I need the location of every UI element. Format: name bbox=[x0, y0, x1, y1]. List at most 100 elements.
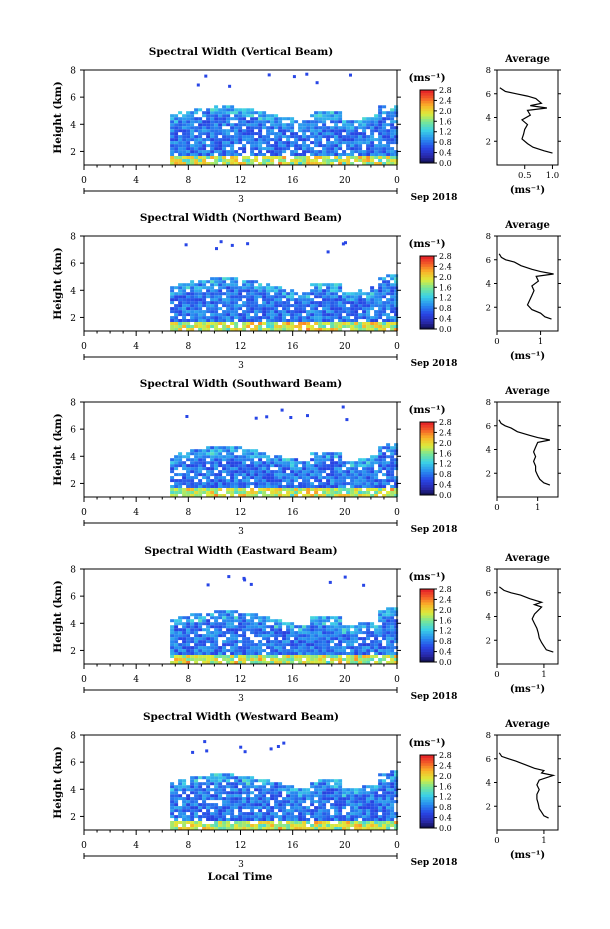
heatmap-cell bbox=[390, 162, 395, 165]
heatmap-cell bbox=[358, 295, 363, 299]
heatmap-cell bbox=[282, 488, 287, 491]
colorbar-segment bbox=[420, 591, 434, 595]
heatmap-cell bbox=[354, 788, 359, 792]
heatmap-cell bbox=[178, 129, 183, 133]
heatmap-cell bbox=[250, 631, 255, 635]
colorbar-segment bbox=[420, 461, 434, 465]
heatmap-cell bbox=[198, 141, 203, 145]
heatmap-cell bbox=[270, 658, 275, 661]
heatmap-cell bbox=[310, 488, 315, 491]
heatmap-cell bbox=[206, 634, 211, 638]
heatmap-cell bbox=[318, 622, 323, 626]
heatmap-cell bbox=[246, 129, 251, 133]
heatmap-cell bbox=[286, 803, 291, 807]
heatmap-cell bbox=[258, 322, 263, 325]
heatmap-cell bbox=[334, 485, 339, 488]
heatmap-cell bbox=[334, 286, 339, 290]
heatmap-cell bbox=[298, 488, 303, 491]
colorbar-segment bbox=[420, 804, 434, 808]
heatmap-cell bbox=[350, 129, 355, 133]
heatmap-cell bbox=[266, 286, 271, 290]
heatmap-cell bbox=[202, 298, 207, 302]
heatmap-cell bbox=[298, 824, 303, 827]
heatmap-cell bbox=[174, 162, 179, 165]
heatmap-cell bbox=[170, 800, 175, 804]
heatmap-cell bbox=[218, 464, 223, 468]
heatmap-cell bbox=[310, 616, 315, 620]
heatmap-cell bbox=[206, 637, 211, 641]
heatmap-cell bbox=[198, 138, 203, 142]
heatmap-cell bbox=[254, 788, 259, 792]
heatmap-cell bbox=[262, 827, 267, 830]
heatmap-cell bbox=[294, 652, 299, 655]
heatmap-cell bbox=[254, 649, 259, 653]
colorbar-segment bbox=[420, 466, 434, 470]
heatmap-cell bbox=[202, 147, 207, 151]
heatmap-cell bbox=[182, 634, 187, 638]
heatmap-cell bbox=[286, 485, 291, 488]
heatmap-cell bbox=[338, 461, 343, 465]
heatmap-cell bbox=[394, 105, 399, 109]
heatmap-cell bbox=[234, 470, 239, 474]
heatmap-cell bbox=[178, 159, 183, 162]
heatmap-cell bbox=[338, 494, 343, 497]
heatmap-cell bbox=[262, 631, 267, 635]
heatmap-cell bbox=[354, 661, 359, 664]
heatmap-cell bbox=[178, 319, 183, 322]
heatmap-cell bbox=[278, 809, 283, 813]
heatmap-cell bbox=[186, 625, 191, 629]
heatmap-cell bbox=[366, 162, 371, 165]
heatmap-cell bbox=[294, 162, 299, 165]
heatmap-cell bbox=[314, 461, 319, 465]
heatmap-cell bbox=[342, 794, 347, 798]
heatmap-cell bbox=[190, 779, 195, 783]
heatmap-cell bbox=[354, 631, 359, 635]
colorbar-segment bbox=[420, 108, 434, 112]
heatmap-cell bbox=[186, 325, 191, 328]
heatmap-cell bbox=[266, 485, 271, 488]
heatmap-cell bbox=[274, 147, 279, 151]
heatmap-cell bbox=[242, 655, 247, 658]
heatmap-cell bbox=[342, 120, 347, 124]
heatmap-cell bbox=[366, 150, 371, 154]
heatmap-cell bbox=[290, 473, 295, 477]
heatmap-cell bbox=[254, 818, 259, 821]
heatmap-cell bbox=[378, 162, 383, 165]
heatmap-cell bbox=[306, 461, 311, 465]
heatmap-cell bbox=[182, 150, 187, 154]
heatmap-cell bbox=[286, 652, 291, 655]
x-tick-label: 8 bbox=[185, 176, 191, 186]
heatmap-cell bbox=[294, 147, 299, 151]
colorbar-segment bbox=[420, 492, 434, 496]
heatmap-cell bbox=[254, 304, 259, 308]
colorbar-segment bbox=[420, 458, 434, 462]
heatmap-cell bbox=[242, 482, 247, 486]
heatmap-cell bbox=[182, 301, 187, 305]
heatmap-cell bbox=[202, 325, 207, 328]
heatmap-cell bbox=[206, 123, 211, 127]
heatmap-cell bbox=[366, 625, 371, 629]
heatmap-cell bbox=[278, 295, 283, 299]
heatmap-cell bbox=[386, 661, 391, 664]
heatmap-cell bbox=[174, 646, 179, 650]
heatmap-cell bbox=[230, 328, 235, 331]
heatmap-cell bbox=[326, 289, 331, 293]
heatmap-cell bbox=[234, 446, 239, 450]
heatmap-cell bbox=[274, 117, 279, 121]
heatmap-cell bbox=[274, 631, 279, 635]
heatmap-cell bbox=[242, 776, 247, 780]
heatmap-cell bbox=[374, 803, 379, 807]
heatmap-cell bbox=[354, 322, 359, 325]
heatmap-cell bbox=[234, 625, 239, 629]
heatmap-cell bbox=[191, 750, 195, 754]
heatmap-cell bbox=[290, 631, 295, 635]
heatmap-cell bbox=[338, 619, 343, 623]
heatmap-cell bbox=[334, 779, 339, 783]
heatmap-cell bbox=[282, 800, 287, 804]
heatmap-cell bbox=[322, 319, 327, 322]
heatmap-cell bbox=[198, 640, 203, 644]
heatmap-cell bbox=[210, 322, 215, 325]
heatmap-cell bbox=[326, 782, 331, 786]
colorbar-segment bbox=[420, 786, 434, 790]
heatmap-cells bbox=[170, 405, 399, 497]
